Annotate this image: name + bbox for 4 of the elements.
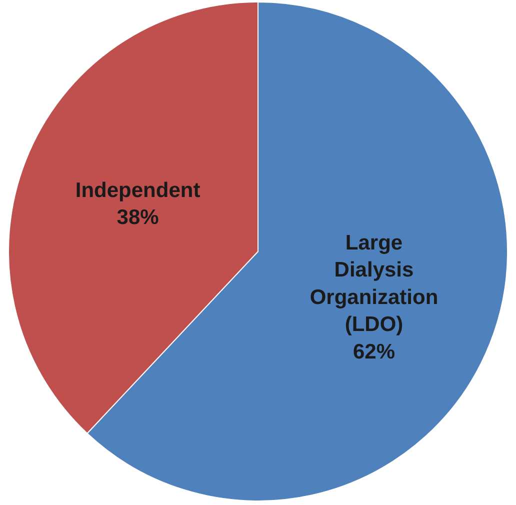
slice-label: Large Dialysis Organization (LDO) xyxy=(310,231,438,336)
data-label: 62% xyxy=(352,340,396,364)
data-label: 38% xyxy=(116,206,160,230)
slice-label: Independent xyxy=(75,178,200,202)
